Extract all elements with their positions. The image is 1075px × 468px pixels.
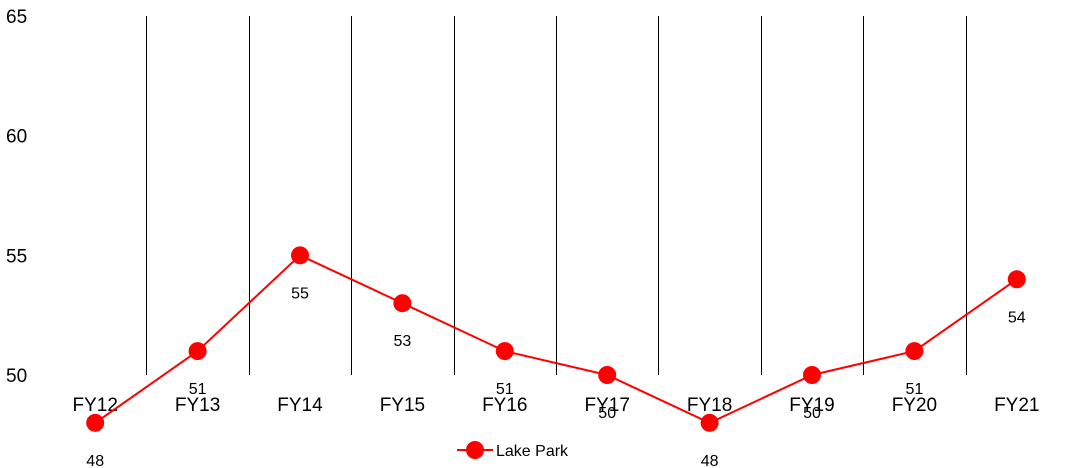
- legend-label: Lake Park: [496, 443, 569, 460]
- y-tick-label: 60: [6, 127, 27, 148]
- x-tick-label: FY13: [175, 395, 220, 416]
- data-point: [393, 294, 412, 313]
- legend-point-marker: [466, 441, 484, 459]
- data-point: [700, 413, 719, 432]
- x-tick-label: FY12: [72, 395, 117, 416]
- data-label: 48: [86, 453, 104, 468]
- legend: Lake Park: [457, 441, 569, 460]
- x-tick-label: FY20: [892, 395, 937, 416]
- data-point: [291, 246, 309, 265]
- data-label: 55: [291, 285, 309, 302]
- data-point: [803, 366, 821, 384]
- data-label: 51: [496, 381, 514, 398]
- data-label: 50: [598, 405, 616, 422]
- data-label: 53: [394, 333, 412, 350]
- series-line: [94, 254, 1018, 425]
- x-tick-label: FY19: [789, 395, 834, 416]
- x-tick-label: FY17: [584, 395, 629, 416]
- x-tick-label: FY14: [277, 395, 323, 416]
- data-point: [1007, 270, 1026, 289]
- vertical-grid-lines: [146, 16, 967, 375]
- y-axis-tick-labels: 50 55 60 65: [6, 7, 27, 387]
- y-tick-label: 65: [6, 7, 27, 28]
- data-label: 50: [803, 405, 821, 422]
- x-tick-label: FY15: [380, 395, 425, 416]
- data-point: [598, 366, 617, 384]
- data-label: 48: [701, 453, 719, 468]
- series-group: [86, 246, 1026, 432]
- x-tick-label: FY18: [687, 395, 732, 416]
- y-tick-label: 50: [6, 366, 27, 387]
- data-labels: 48 51 55 53 51 50 48 50 51 54: [86, 285, 1025, 468]
- data-point: [188, 342, 207, 361]
- x-tick-label: FY21: [994, 395, 1039, 416]
- y-tick-label: 55: [6, 246, 27, 267]
- data-point: [86, 413, 105, 432]
- x-tick-label: FY16: [482, 395, 527, 416]
- data-label: 54: [1008, 309, 1026, 326]
- data-point: [495, 342, 514, 361]
- data-label: 51: [906, 381, 924, 398]
- x-axis-tick-labels: FY12 FY13 FY14 FY15 FY16 FY17 FY18 FY19 FY20 FY21: [72, 395, 1039, 416]
- data-label: 51: [189, 381, 207, 398]
- data-point: [905, 342, 924, 361]
